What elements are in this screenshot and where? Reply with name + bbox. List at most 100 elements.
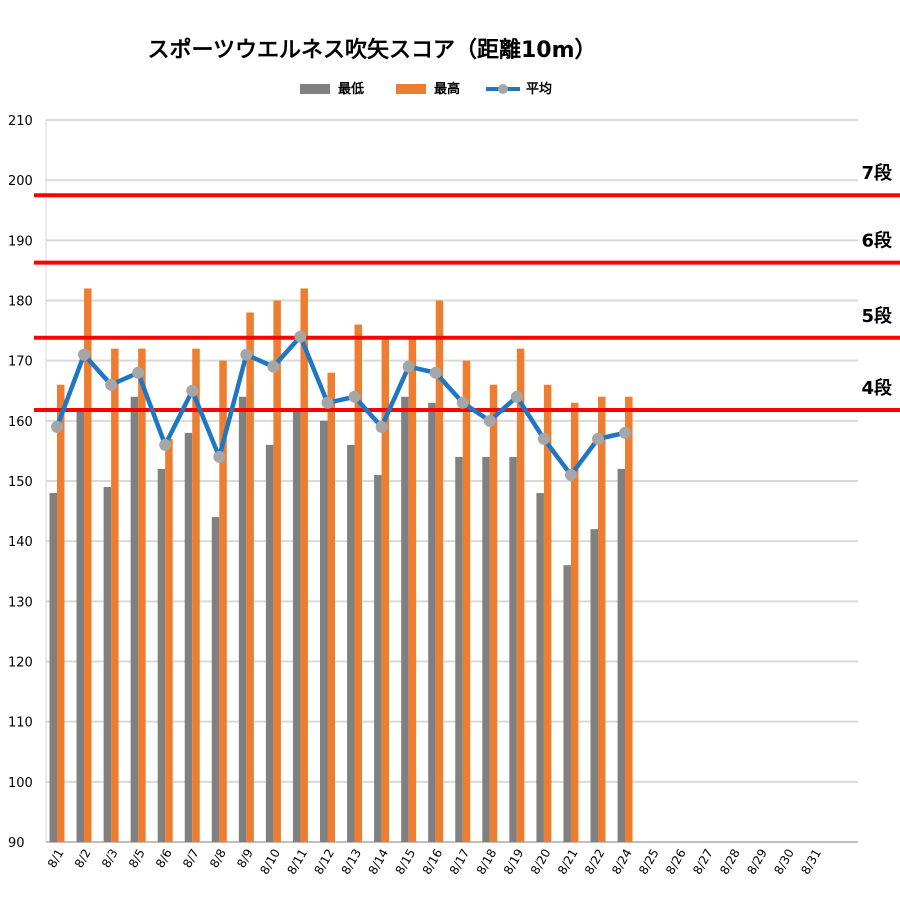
x-tick-label: 8/10 [257,847,283,877]
bar-min [76,408,85,842]
average-marker [105,378,118,391]
bar-min [590,529,598,842]
average-marker [267,360,280,373]
bar-max [570,402,579,842]
average-marker [483,414,496,427]
bar-min [320,420,328,842]
bar-min [617,468,626,842]
y-tick-label: 140 [8,535,33,550]
y-tick-labels: 90 100 110 120 130 140 150 160 170 180 190 200 210 [8,114,33,851]
bar-max [84,288,92,842]
x-tick-label: 8/13 [339,847,365,877]
bar-max [381,336,390,842]
x-tick-label: 8/5 [126,847,148,871]
legend-swatch-max [396,84,426,94]
x-tick-label: 8/30 [771,847,797,877]
average-marker [213,450,226,463]
x-tick-label: 8/21 [555,847,581,877]
average-marker [78,348,91,361]
x-tick-label: 8/12 [311,847,337,877]
x-tick-label: 8/15 [393,847,419,877]
y-tick-label: 100 [8,776,33,791]
y-tick-label: 180 [8,295,33,310]
dan-label: 6段 [861,230,893,252]
x-tick-label: 8/19 [501,847,527,877]
bar-max [300,288,308,842]
average-marker [429,366,442,379]
x-tick-label: 8/2 [72,847,94,871]
bar-max [273,300,281,842]
x-tick-label: 8/20 [528,847,554,877]
bar-max [625,396,633,842]
x-tick-label: 8/22 [582,847,608,877]
y-tick-label: 190 [8,234,33,249]
x-tick-label: 8/16 [420,847,446,877]
x-tick-label: 8/9 [234,847,256,871]
bar-series [49,288,633,843]
average-marker [510,390,523,403]
bar-max [138,348,146,842]
legend-label-max: 最高 [434,81,460,97]
bar-min [482,456,490,842]
average-marker [592,432,604,445]
average-marker [186,384,199,397]
y-tick-label: 200 [8,174,33,189]
y-tick-label: 110 [8,716,33,731]
bar-max [598,396,606,842]
bar-min [130,396,139,842]
bar-min [374,474,382,842]
average-line [54,334,626,478]
average-marker [132,366,145,379]
legend-label-min: 最低 [338,81,364,97]
dan-label: 7段 [861,162,893,184]
bar-min [265,444,274,842]
chart-title: スポーツウエルネス吹矢スコア（距離10m） [147,37,596,63]
bar-min [455,456,463,842]
bar-max [489,384,498,842]
average-marker [619,426,632,439]
legend-swatch-min [300,84,330,94]
bar-min [347,444,355,842]
average-marker [402,360,415,373]
x-tick-label: 8/7 [180,847,202,871]
x-tick-label: 8/29 [744,847,770,877]
average-marker [159,438,172,451]
x-tick-label: 8/3 [99,847,121,871]
x-tick-label: 8/11 [284,847,310,877]
bar-max [462,360,471,842]
average-series [51,330,632,481]
y-tick-label: 150 [8,475,33,490]
bar-min [103,487,112,842]
bar-min [401,396,409,842]
dan-reference-lines: 7段 6段 5段 4段 [34,162,900,413]
y-tick-label: 130 [8,595,33,610]
bar-min [157,468,166,842]
bar-max [57,384,65,842]
legend: 最低 最高 平均 [300,81,552,97]
dan-label: 4段 [861,377,893,399]
legend-swatch-avg-marker [498,84,508,94]
average-marker [321,396,334,409]
average-marker [564,468,577,481]
bar-max [246,312,254,842]
x-tick-label: 8/1 [45,847,67,871]
bar-max [327,372,335,842]
average-marker [456,396,469,409]
average-marker [294,330,307,343]
bar-min [238,396,247,842]
bar-max [354,324,363,843]
average-marker [348,390,361,403]
bar-min [292,408,301,842]
bar-max [111,348,119,842]
bar-min [49,493,57,842]
x-tick-label: 8/25 [636,847,662,877]
bar-min [563,565,571,842]
x-tick-label: 8/17 [447,847,473,877]
x-tick-label: 8/14 [366,847,392,877]
bar-max [219,360,227,842]
x-tick-label: 8/27 [690,847,716,877]
bar-max [165,438,173,842]
bar-max [435,300,444,842]
x-tick-label: 8/28 [717,847,743,877]
